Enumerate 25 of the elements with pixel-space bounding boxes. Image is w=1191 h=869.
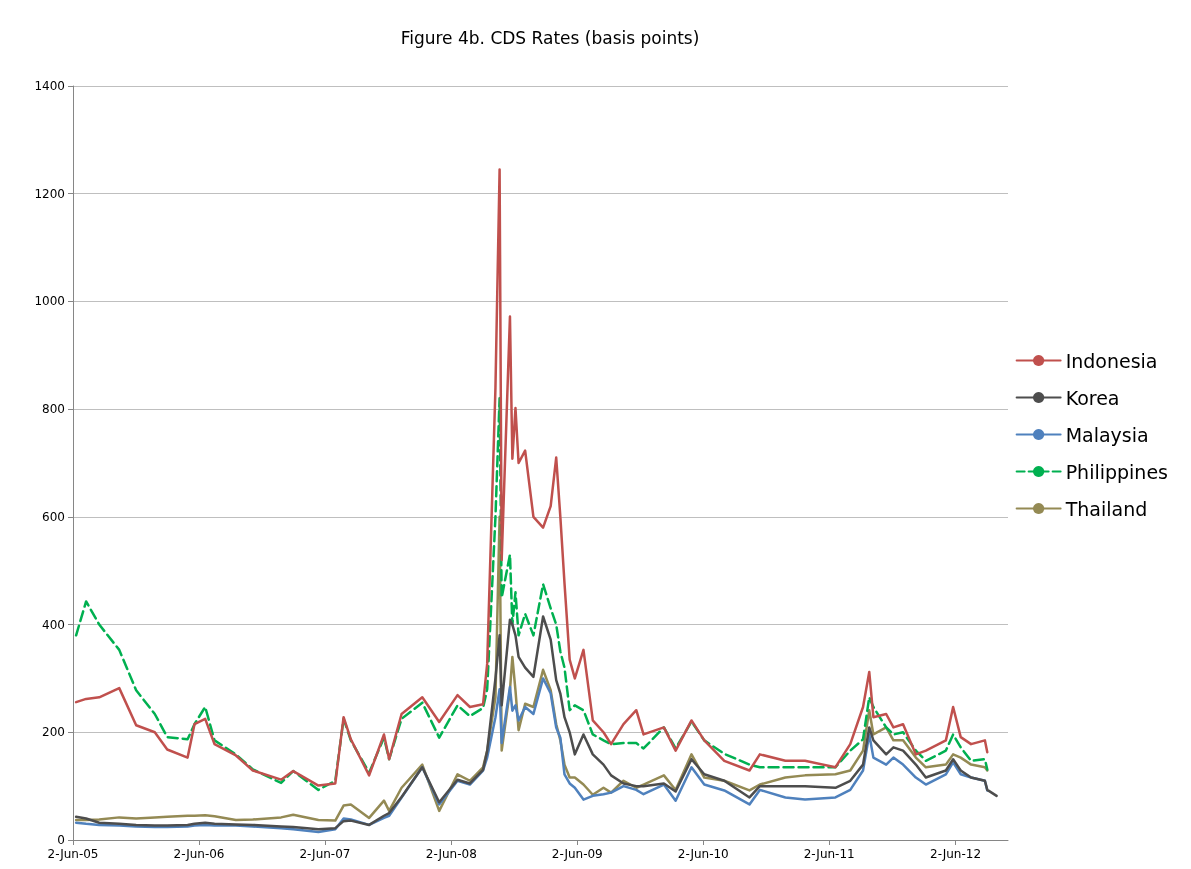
- line-series: [74, 397, 989, 792]
- line-series: [74, 615, 998, 831]
- legend-label: Thailand: [1064, 497, 1148, 520]
- line-series: [74, 168, 989, 787]
- chart-title: Figure 4b. CDS Rates (basis points): [400, 27, 700, 48]
- x-tick-label: 2-Jun-09: [551, 847, 603, 861]
- legend-label: Philippines: [1065, 460, 1169, 483]
- y-tick-label: 0: [57, 833, 65, 847]
- x-tick-label: 2-Jun-08: [425, 847, 477, 861]
- x-tick-label: 2-Jun-05: [47, 847, 99, 861]
- y-tick-label: 400: [42, 617, 65, 632]
- y-tick-label: 1200: [34, 186, 65, 201]
- y-tick-label: 1400: [34, 79, 65, 93]
- legend-label: Indonesia: [1065, 349, 1158, 372]
- x-tick-label: 2-Jun-11: [803, 847, 855, 861]
- legend-label: Korea: [1065, 386, 1120, 409]
- x-tick-label: 2-Jun-12: [930, 847, 982, 861]
- y-tick-label: 1000: [34, 294, 65, 309]
- y-tick-label: 800: [42, 402, 65, 417]
- y-tick-label: 600: [42, 509, 65, 524]
- x-tick-label: 2-Jun-07: [299, 847, 351, 861]
- x-tick-label: 2-Jun-10: [677, 847, 729, 861]
- legend-label: Malaysia: [1065, 423, 1149, 446]
- y-tick-label: 200: [42, 725, 65, 740]
- x-tick-label: 2-Jun-06: [173, 847, 225, 861]
